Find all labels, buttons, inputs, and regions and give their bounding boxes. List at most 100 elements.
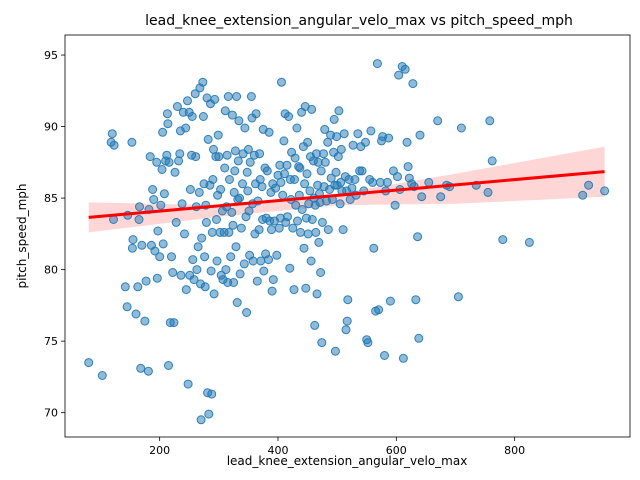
- data-point: [288, 223, 298, 233]
- data-point: [348, 140, 358, 150]
- data-point: [302, 169, 312, 179]
- data-point: [336, 144, 346, 154]
- y-tick-label: 70: [44, 407, 58, 420]
- data-point: [320, 124, 330, 134]
- data-point: [220, 163, 230, 173]
- data-point: [347, 183, 357, 193]
- data-point: [193, 242, 203, 252]
- data-point: [232, 298, 242, 307]
- data-point: [155, 252, 165, 262]
- data-point: [278, 190, 288, 200]
- data-point: [152, 157, 162, 167]
- data-point: [194, 187, 204, 197]
- data-point: [224, 227, 234, 237]
- data-point: [398, 353, 408, 363]
- data-point: [305, 186, 315, 196]
- data-point: [329, 114, 339, 124]
- data-point: [181, 285, 191, 295]
- data-point: [264, 127, 274, 137]
- data-point: [222, 150, 232, 160]
- data-point: [252, 276, 262, 286]
- data-point: [279, 136, 289, 146]
- data-point: [204, 409, 214, 419]
- data-point: [297, 205, 307, 214]
- data-point: [384, 133, 394, 143]
- data-point: [227, 110, 237, 120]
- data-point: [240, 123, 250, 133]
- data-point: [149, 195, 159, 204]
- data-point: [283, 212, 292, 222]
- data-point: [243, 186, 253, 196]
- data-point: [268, 275, 278, 285]
- data-point: [200, 282, 210, 292]
- data-point: [164, 157, 174, 167]
- data-point: [316, 166, 326, 176]
- data-point: [143, 366, 153, 376]
- data-point: [164, 361, 173, 370]
- data-point: [413, 232, 423, 242]
- data-point: [158, 239, 168, 249]
- data-point: [209, 289, 219, 299]
- data-point: [210, 94, 220, 104]
- data-point: [236, 223, 246, 233]
- data-point: [229, 278, 239, 287]
- data-point: [282, 160, 292, 170]
- data-point: [296, 227, 305, 237]
- data-point: [197, 233, 207, 243]
- y-tick-label: 75: [44, 335, 58, 348]
- data-point: [408, 79, 418, 89]
- data-point: [177, 199, 187, 209]
- data-point: [524, 237, 534, 247]
- regression-confidence-band: [88, 146, 605, 233]
- data-point: [303, 137, 313, 147]
- data-point: [225, 175, 234, 184]
- data-point: [246, 92, 256, 101]
- data-point: [213, 130, 223, 140]
- data-point: [163, 119, 173, 129]
- data-point: [198, 77, 208, 87]
- data-point: [172, 102, 182, 111]
- data-point: [245, 157, 255, 167]
- data-point: [231, 242, 241, 252]
- data-point: [243, 144, 253, 154]
- data-point: [140, 316, 150, 326]
- data-point: [180, 229, 189, 239]
- data-point: [415, 130, 425, 140]
- data-point: [317, 338, 327, 348]
- data-point: [235, 193, 244, 203]
- data-point: [212, 256, 222, 266]
- data-point: [201, 217, 211, 227]
- data-point: [307, 104, 317, 114]
- data-point: [259, 266, 269, 276]
- data-point: [312, 289, 322, 299]
- x-tick-label: 200: [149, 444, 170, 457]
- data-point: [128, 235, 138, 245]
- data-point: [433, 116, 443, 126]
- y-tick-label: 80: [44, 264, 58, 277]
- data-point: [262, 166, 272, 176]
- data-point: [487, 156, 497, 166]
- data-point: [158, 127, 168, 137]
- data-point: [198, 112, 208, 121]
- data-point: [196, 415, 206, 425]
- data-point: [320, 157, 330, 167]
- data-point: [228, 220, 238, 230]
- data-point: [148, 185, 158, 194]
- data-point: [331, 167, 341, 177]
- data-point: [369, 243, 379, 253]
- data-point: [274, 223, 284, 233]
- data-point: [284, 112, 294, 121]
- data-point: [171, 217, 181, 227]
- data-point: [307, 215, 317, 224]
- x-tick-label: 400: [267, 444, 288, 457]
- data-point: [188, 255, 198, 265]
- data-point: [254, 225, 264, 235]
- data-point: [127, 137, 137, 147]
- data-point: [293, 216, 302, 226]
- data-point: [153, 226, 163, 236]
- data-point: [170, 167, 180, 177]
- data-point: [207, 227, 217, 237]
- data-point: [394, 70, 404, 80]
- plot-frame: [64, 34, 631, 438]
- data-point: [334, 106, 344, 116]
